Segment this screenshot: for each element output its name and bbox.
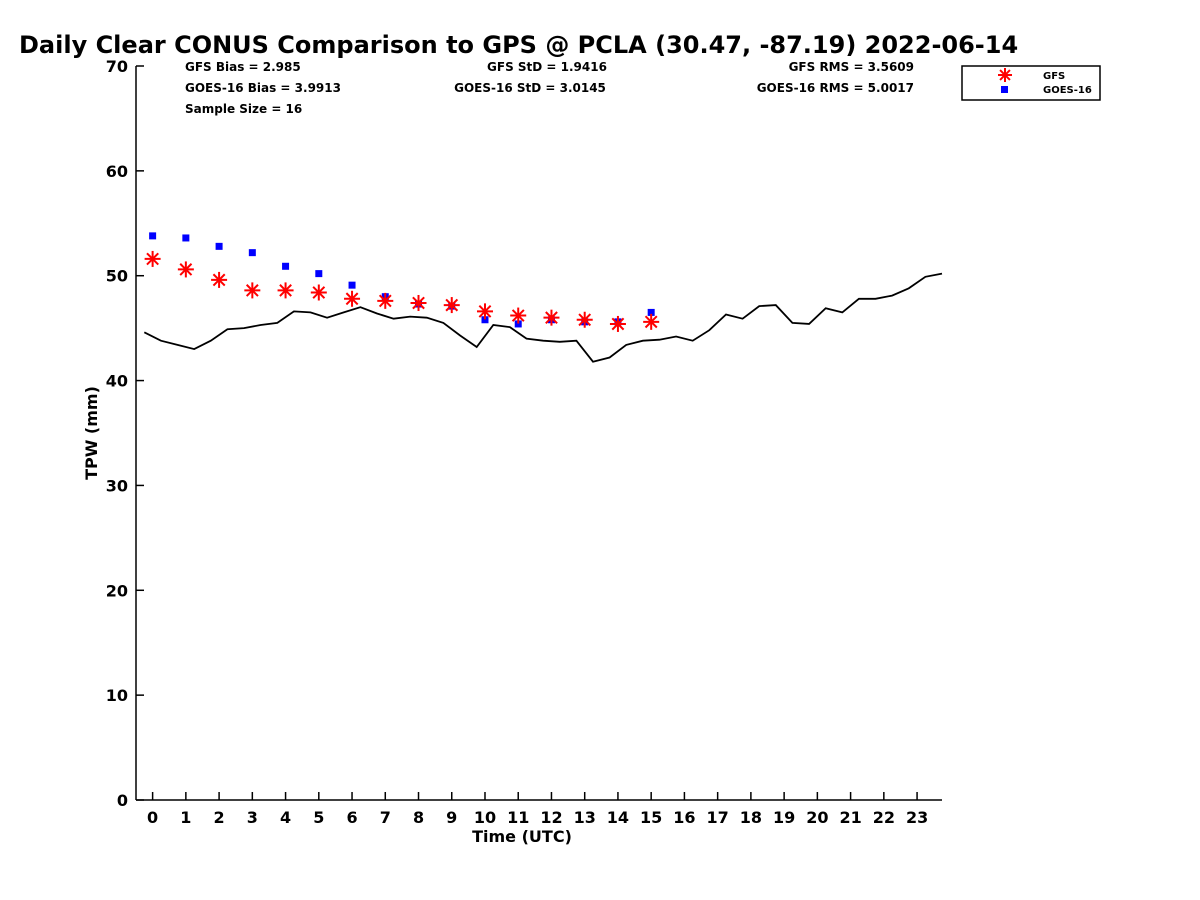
x-axis-label: Time (UTC) xyxy=(472,827,572,846)
x-tick-label: 16 xyxy=(673,808,695,827)
x-tick-label: 1 xyxy=(180,808,191,827)
x-tick-label: 18 xyxy=(740,808,762,827)
legend-gfs-label: GFS xyxy=(1043,71,1065,82)
gfs-point xyxy=(576,311,593,328)
legend-gfs-marker xyxy=(998,68,1012,82)
x-tick-label: 10 xyxy=(474,808,496,827)
y-tick-label: 30 xyxy=(106,476,128,495)
y-tick-label: 40 xyxy=(106,372,128,391)
legend-box xyxy=(961,65,1101,101)
stat-goes-rms: GOES-16 RMS = 5.0017 xyxy=(757,81,914,95)
goes16-point xyxy=(182,234,190,242)
gfs-point xyxy=(510,307,527,324)
x-tick-label: 20 xyxy=(806,808,828,827)
y-tick-label: 50 xyxy=(106,267,128,286)
y-tick-label: 0 xyxy=(117,791,128,810)
x-tick-label: 11 xyxy=(507,808,529,827)
stat-gfs-std: GFS StD = 1.9416 xyxy=(487,60,607,74)
x-tick-label: 5 xyxy=(313,808,324,827)
gfs-point xyxy=(177,261,194,278)
x-tick-label: 12 xyxy=(540,808,562,827)
goes16-point xyxy=(248,249,256,257)
gfs-point xyxy=(643,313,660,330)
stat-goes-bias: GOES-16 Bias = 3.9913 xyxy=(185,81,341,95)
goes16-point xyxy=(215,242,223,250)
gps-line-series xyxy=(143,272,943,363)
gfs-point xyxy=(410,294,427,311)
x-tick-label: 3 xyxy=(247,808,258,827)
gfs-point xyxy=(144,250,161,267)
gfs-point xyxy=(609,315,626,332)
goes16-point xyxy=(149,232,157,240)
x-tick-label: 13 xyxy=(574,808,596,827)
gfs-point xyxy=(310,284,327,301)
y-tick-label: 70 xyxy=(106,57,128,76)
stat-gfs-bias: GFS Bias = 2.985 xyxy=(185,60,301,74)
goes16-point xyxy=(348,281,356,289)
goes16-point xyxy=(315,270,323,278)
gfs-point xyxy=(211,271,228,288)
gfs-point xyxy=(476,303,493,320)
x-tick-label: 17 xyxy=(707,808,729,827)
x-tick-label: 6 xyxy=(346,808,357,827)
x-tick-label: 4 xyxy=(280,808,291,827)
stat-goes-std: GOES-16 StD = 3.0145 xyxy=(454,81,606,95)
x-tick-label: 9 xyxy=(446,808,457,827)
x-tick-label: 8 xyxy=(413,808,424,827)
goes16-point xyxy=(282,262,290,270)
x-tick-label: 19 xyxy=(773,808,795,827)
x-tick-label: 21 xyxy=(839,808,861,827)
x-tick-label: 7 xyxy=(380,808,391,827)
legend-gfs-asterisk xyxy=(998,68,1012,82)
x-tick-label: 22 xyxy=(873,808,895,827)
x-tick-label: 15 xyxy=(640,808,662,827)
gfs-series xyxy=(144,250,660,332)
legend-goes16-label: GOES-16 xyxy=(1043,85,1092,96)
x-tick-label: 0 xyxy=(147,808,158,827)
x-tick-label: 23 xyxy=(906,808,928,827)
y-axis-label: TPW (mm) xyxy=(82,386,101,480)
y-tick-label: 60 xyxy=(106,162,128,181)
stat-sample-size: Sample Size = 16 xyxy=(185,102,302,116)
gfs-point xyxy=(344,290,361,307)
gfs-point xyxy=(377,292,394,309)
gfs-point xyxy=(443,297,460,314)
gps-line xyxy=(143,272,943,363)
chart-title: Daily Clear CONUS Comparison to GPS @ PC… xyxy=(19,31,1019,59)
x-tick-label: 2 xyxy=(214,808,225,827)
goes16-point xyxy=(647,308,655,316)
stats-block: GFS Bias = 2.985 GOES-16 Bias = 3.9913 S… xyxy=(185,60,914,116)
legend-goes16-marker xyxy=(1001,86,1008,93)
gfs-point xyxy=(277,282,294,299)
stat-gfs-rms: GFS RMS = 3.5609 xyxy=(789,60,914,74)
gfs-point xyxy=(543,309,560,326)
y-tick-label: 10 xyxy=(106,686,128,705)
goes16-point xyxy=(514,320,522,328)
goes16-point xyxy=(481,316,489,324)
gfs-point xyxy=(244,282,261,299)
y-tick-label: 20 xyxy=(106,581,128,600)
legend: GFS GOES-16 xyxy=(961,65,1101,101)
x-tick-label: 14 xyxy=(607,808,629,827)
